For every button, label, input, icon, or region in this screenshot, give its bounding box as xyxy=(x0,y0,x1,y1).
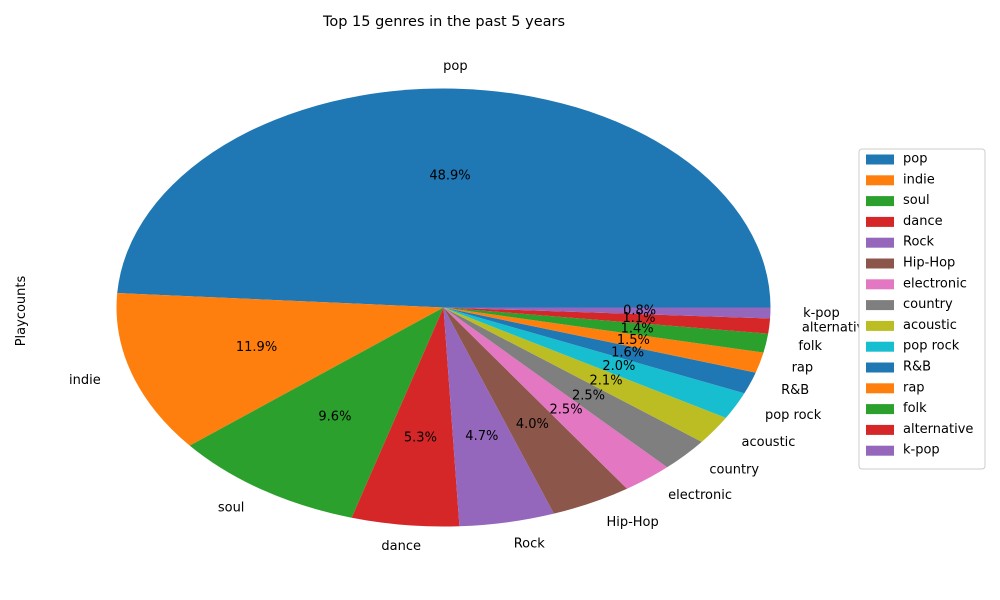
percent-label-pop-rock: 2.0% xyxy=(602,359,635,374)
category-label-dance: dance xyxy=(381,539,421,554)
legend-label-k-pop: k-pop xyxy=(903,443,940,458)
pie-slices xyxy=(116,88,771,527)
chart-title: Top 15 genres in the past 5 years xyxy=(322,14,565,30)
slice-electronic xyxy=(443,307,668,489)
slice-dance xyxy=(351,307,460,527)
legend-swatch-electronic xyxy=(866,279,894,290)
percent-labels: 48.9%11.9%9.6%5.3% 4.7%4.0%2.5%2.5%2.1%2.… xyxy=(236,169,656,446)
category-label-rock: Rock xyxy=(514,536,546,551)
category-label-rap: rap xyxy=(792,361,814,376)
category-label-k-pop: k-pop xyxy=(803,306,840,321)
percent-label-hip-hop: 4.0% xyxy=(516,417,549,432)
legend-label-electronic: electronic xyxy=(903,276,967,291)
category-label-hip-hop: Hip-Hop xyxy=(606,515,658,530)
category-label-pop-rock: pop rock xyxy=(765,408,822,423)
percent-label-folk: 1.4% xyxy=(621,321,654,336)
legend-swatch-rap xyxy=(866,383,894,394)
slice-rap xyxy=(443,307,764,373)
y-axis-label: Playcounts xyxy=(14,275,29,346)
slice-acoustic xyxy=(443,307,726,442)
legend: pop indie soul dance Rock Hip-Hop electronic co… xyxy=(858,148,986,470)
legend-swatch-alternative xyxy=(866,424,894,435)
category-label-electronic: electronic xyxy=(668,488,732,503)
percent-label-soul: 9.6% xyxy=(318,409,351,424)
percent-label-pop: 48.9% xyxy=(429,169,470,184)
legend-label-indie: indie xyxy=(903,172,935,187)
legend-swatch-dance xyxy=(866,216,894,227)
legend-swatch-soul xyxy=(866,196,894,207)
legend-label-r-b: R&B xyxy=(903,360,931,375)
category-label-acoustic: acoustic xyxy=(742,435,796,450)
slice-k-pop xyxy=(443,307,771,319)
legend-label-alternative: alternative xyxy=(903,422,973,437)
slice-rock xyxy=(443,307,554,527)
percent-label-alternative: 1.1% xyxy=(622,311,655,326)
legend-swatch-pop xyxy=(866,154,894,165)
legend-label-country: country xyxy=(903,297,953,312)
category-label-pop: pop xyxy=(443,59,467,74)
legend-swatch-rock xyxy=(866,237,894,248)
legend-swatch-folk xyxy=(866,404,894,415)
legend-swatch-hip-hop xyxy=(866,258,894,269)
slice-r-b xyxy=(443,307,756,394)
legend-label-acoustic: acoustic xyxy=(903,318,957,333)
slice-pop-rock xyxy=(443,307,745,418)
category-label-folk: folk xyxy=(798,339,822,354)
slice-pop xyxy=(117,88,771,308)
legend-label-folk: folk xyxy=(903,401,927,416)
slice-alternative xyxy=(443,307,771,334)
percent-label-rap: 1.5% xyxy=(617,333,650,348)
category-label-alternative: alternative xyxy=(802,320,872,335)
slice-hip-hop xyxy=(443,307,628,514)
percent-label-k-pop: 0.8% xyxy=(623,303,656,318)
category-label-soul: soul xyxy=(218,501,245,516)
percent-label-r-b: 1.6% xyxy=(611,345,644,360)
legend-swatch-indie xyxy=(866,175,894,186)
legend-label-rock: Rock xyxy=(903,235,935,250)
slice-country xyxy=(443,307,702,468)
slice-indie xyxy=(116,293,444,446)
legend-swatch-k-pop xyxy=(866,445,894,456)
slice-folk xyxy=(443,307,769,353)
legend-swatch-country xyxy=(866,300,894,311)
legend-swatch-pop-rock xyxy=(866,341,894,352)
category-label-indie: indie xyxy=(69,373,101,388)
category-labels: pop indie soul dance Rock Hip-Hop electronic co… xyxy=(69,59,872,554)
percent-label-acoustic: 2.1% xyxy=(590,374,623,389)
legend-label-pop: pop xyxy=(903,152,927,167)
legend-label-hip-hop: Hip-Hop xyxy=(903,256,955,271)
legend-label-pop-rock: pop rock xyxy=(903,339,960,354)
percent-label-electronic: 2.5% xyxy=(550,403,583,418)
percent-label-rock: 4.7% xyxy=(465,429,498,444)
percent-label-indie: 11.9% xyxy=(236,340,277,355)
category-label-country: country xyxy=(709,462,759,477)
percent-label-dance: 5.3% xyxy=(404,430,437,445)
percent-label-country: 2.5% xyxy=(572,389,605,404)
legend-label-dance: dance xyxy=(903,214,943,229)
legend-swatch-acoustic xyxy=(866,320,894,331)
legend-label-rap: rap xyxy=(903,380,925,395)
legend-label-soul: soul xyxy=(903,193,930,208)
slice-soul xyxy=(189,307,444,518)
legend-swatch-r-b xyxy=(866,362,894,373)
category-label-r-b: R&B xyxy=(781,383,809,398)
